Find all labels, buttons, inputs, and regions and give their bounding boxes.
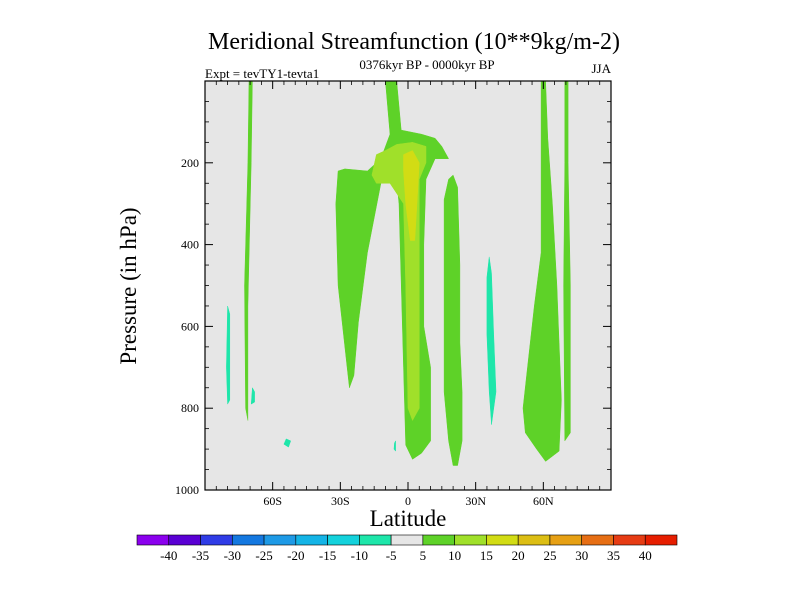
y-tick-label: 800 — [181, 401, 199, 415]
x-tick-label: 0 — [405, 494, 411, 508]
y-axis-label: Pressure (in hPa) — [116, 207, 141, 364]
x-tick-label: 60S — [263, 494, 282, 508]
contour-region-6-level-5 — [522, 80, 562, 462]
colorbar-label: 25 — [543, 548, 556, 563]
contour-regions — [226, 80, 571, 466]
axis-ticks: 60S 30S 0 30N 60N 200 400 600 800 1000 — [175, 81, 611, 508]
colorbar-swatch — [231, 534, 265, 546]
colorbar: -40 -35 -30 -25 -20 -15 -10 -5 5 10 15 20 25 30 35 40 — [136, 534, 678, 563]
colorbar-label: 20 — [512, 548, 525, 563]
chart-title: Meridional Streamfunction (10**9kg/m-2) — [208, 29, 620, 55]
colorbar-swatch — [168, 534, 201, 546]
contour-region-11-level-neg5 — [486, 256, 497, 425]
colorbar-label: 5 — [420, 548, 427, 563]
colorbar-label: -5 — [386, 548, 397, 563]
colorbar-swatch — [263, 534, 297, 546]
y-tick-label: 1000 — [175, 483, 199, 497]
colorbar-label: 30 — [575, 548, 588, 563]
colorbar-label: -20 — [287, 548, 304, 563]
colorbar-label: -25 — [255, 548, 272, 563]
colorbar-swatch — [136, 534, 170, 546]
colorbar-label: 40 — [639, 548, 652, 563]
y-tick-label: 600 — [181, 319, 199, 333]
x-tick-label: 30N — [465, 494, 486, 508]
colorbar-label: -15 — [319, 548, 336, 563]
x-tick-label: 60N — [533, 494, 554, 508]
x-tick-label: 30S — [331, 494, 350, 508]
experiment-label: Expt = tevTY1-tevta1 — [205, 66, 319, 81]
colorbar-label: 10 — [448, 548, 461, 563]
colorbar-label: 15 — [480, 548, 493, 563]
y-tick-label: 400 — [181, 238, 199, 252]
contour-region-1-level-5 — [244, 80, 253, 421]
colorbar-label: -10 — [351, 548, 368, 563]
colorbar-label: 35 — [607, 548, 620, 563]
colorbar-swatch — [581, 534, 614, 546]
colorbar-swatch — [295, 534, 328, 546]
contour-region-5-level-5 — [443, 174, 463, 466]
colorbar-label: -30 — [224, 548, 241, 563]
colorbar-swatch — [359, 534, 392, 546]
season-label: JJA — [591, 61, 611, 76]
colorbar-swatch — [390, 534, 424, 546]
colorbar-swatch — [454, 534, 487, 546]
colorbar-swatch — [422, 534, 455, 546]
contour-region-12-level-neg5 — [393, 440, 396, 452]
contour-region-9-level-neg5 — [250, 386, 255, 405]
colorbar-swatch — [613, 534, 646, 546]
colorbar-swatch — [517, 534, 551, 546]
colorbar-swatch — [549, 534, 583, 546]
y-tick-label: 200 — [181, 156, 199, 170]
colorbar-swatch — [200, 534, 233, 546]
contour-region-7-level-5 — [563, 80, 571, 442]
colorbar-swatch — [644, 534, 678, 546]
contour-region-8-level-neg5 — [226, 305, 231, 406]
colorbar-label: -35 — [192, 548, 209, 563]
colorbar-swatch — [327, 534, 360, 546]
contour-region-4-level-15 — [403, 150, 420, 241]
x-axis-label: Latitude — [370, 506, 447, 531]
colorbar-label: -40 — [160, 548, 177, 563]
chart-subtitle: 0376kyr BP - 0000kyr BP — [359, 57, 494, 72]
colorbar-swatch — [486, 534, 519, 546]
contour-region-10-level-neg5 — [283, 438, 292, 448]
